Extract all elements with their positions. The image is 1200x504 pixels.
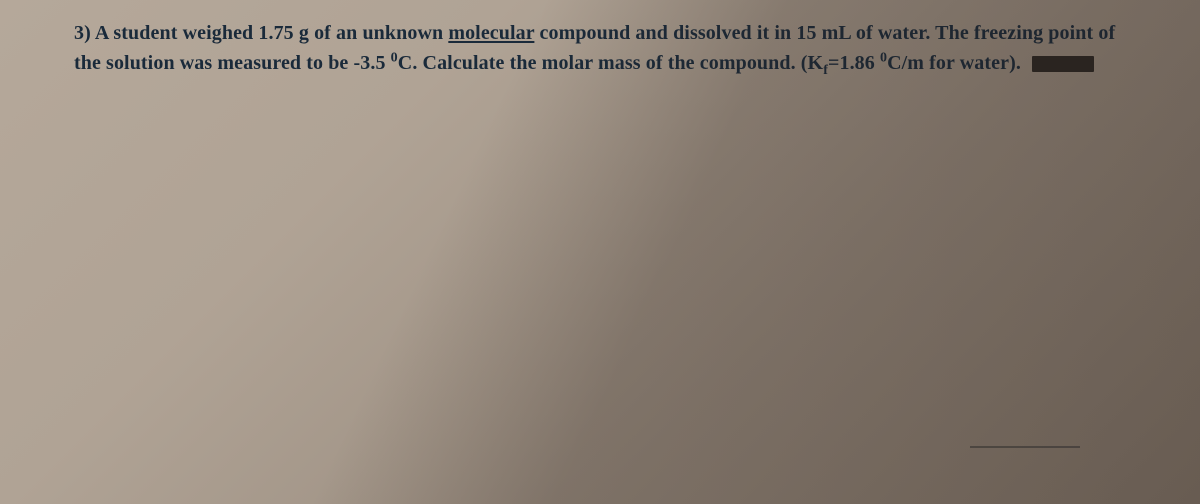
text-segment-4: =1.86 (828, 52, 880, 74)
redaction-mark (1032, 56, 1094, 72)
problem-number: 3) (74, 22, 91, 44)
degree-unit-2: C/m (887, 52, 924, 74)
degree-superscript-1: 0 (391, 50, 398, 65)
pencil-mark (970, 446, 1080, 448)
text-segment-5: for water). (924, 52, 1021, 74)
text-segment-3: . Calculate the molar mass of the compou… (412, 52, 823, 74)
underlined-word: molecular (448, 22, 534, 44)
text-segment-1: A student weighed 1.75 g of an unknown (95, 22, 448, 44)
problem-page: 3) A student weighed 1.75 g of an unknow… (0, 0, 1200, 78)
problem-text: 3) A student weighed 1.75 g of an unknow… (74, 18, 1126, 78)
degree-unit-1: C (398, 52, 413, 74)
